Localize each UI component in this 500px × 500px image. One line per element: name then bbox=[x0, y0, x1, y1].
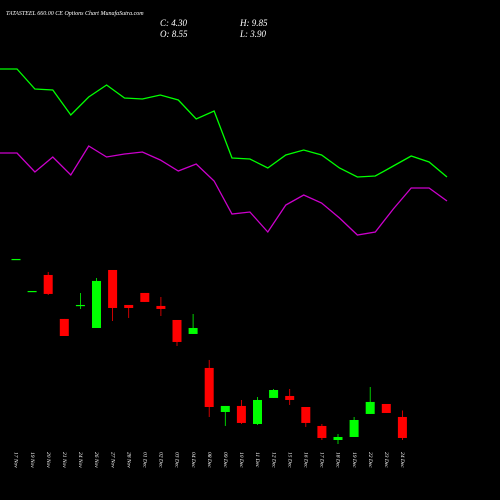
x-tick-label: 02 Dec bbox=[158, 452, 164, 468]
candle-body bbox=[253, 399, 262, 424]
candle-body bbox=[108, 269, 118, 308]
x-tick-label: 17 Dec bbox=[319, 452, 325, 468]
x-tick-label: 24 Nov bbox=[77, 452, 84, 468]
x-tick-label: 28 Nov bbox=[125, 452, 131, 468]
x-tick-label: 01 Dec bbox=[142, 452, 148, 468]
x-tick-label: 18 Dec bbox=[335, 452, 341, 468]
x-tick-label: 22 Dec bbox=[367, 452, 373, 468]
candle-body bbox=[236, 405, 246, 423]
candle-body bbox=[301, 406, 311, 423]
candle-body bbox=[285, 395, 295, 400]
x-tick-label: 21 Nov bbox=[61, 452, 67, 468]
candle-body bbox=[220, 405, 230, 412]
candle-body bbox=[124, 304, 134, 308]
candle-body bbox=[59, 318, 69, 336]
x-tick-label: 10 Dec bbox=[238, 452, 244, 468]
candle-body bbox=[11, 258, 21, 261]
x-tick-label: 15 Dec bbox=[286, 452, 292, 468]
line-series bbox=[0, 68, 448, 178]
candle-body bbox=[381, 403, 391, 413]
candle-body bbox=[349, 419, 359, 437]
candle-body bbox=[333, 436, 343, 441]
candle-body bbox=[27, 290, 37, 293]
candle-body bbox=[75, 304, 85, 307]
x-tick-label: 26 Nov bbox=[93, 452, 99, 468]
close-label: C: 4.30 bbox=[160, 18, 188, 28]
x-tick-label: 19 Nov bbox=[29, 452, 35, 468]
candle-body bbox=[140, 292, 150, 302]
x-tick-label: 27 Nov bbox=[109, 452, 115, 468]
candle-body bbox=[365, 401, 375, 414]
candle-body bbox=[156, 305, 166, 309]
candle-body bbox=[269, 389, 279, 398]
x-tick-label: 19 Dec bbox=[351, 452, 357, 468]
candle-body bbox=[317, 425, 327, 438]
x-tick-label: 16 Dec bbox=[303, 452, 309, 468]
x-tick-label: 03 Dec bbox=[174, 452, 180, 468]
low-label: L: 3.90 bbox=[239, 29, 267, 39]
x-tick-label: 20 Nov bbox=[45, 452, 51, 468]
candle-body bbox=[204, 367, 214, 407]
candle-body bbox=[43, 274, 53, 294]
candle-body bbox=[188, 327, 198, 334]
x-tick-label: 23 Dec bbox=[383, 452, 389, 468]
x-tick-label: 11 Dec bbox=[254, 452, 260, 468]
x-tick-label: 04 Dec bbox=[190, 452, 197, 468]
x-tick-label: 17 Nov bbox=[13, 452, 19, 468]
x-tick-label: 12 Dec bbox=[270, 452, 276, 468]
line-series bbox=[0, 145, 448, 236]
candle-body bbox=[92, 280, 101, 328]
candle-body bbox=[172, 319, 182, 342]
chart-title: TATASTEEL 660.00 CE Options Chart Munafa… bbox=[6, 10, 144, 17]
x-tick-label: 08 Dec bbox=[206, 452, 212, 468]
x-tick-label: 24 Dec bbox=[399, 452, 406, 468]
open-label: O: 8.55 bbox=[160, 29, 188, 39]
x-tick-label: 09 Dec bbox=[222, 452, 228, 468]
high-label: H: 9.85 bbox=[239, 18, 268, 28]
candle-body bbox=[397, 416, 407, 438]
